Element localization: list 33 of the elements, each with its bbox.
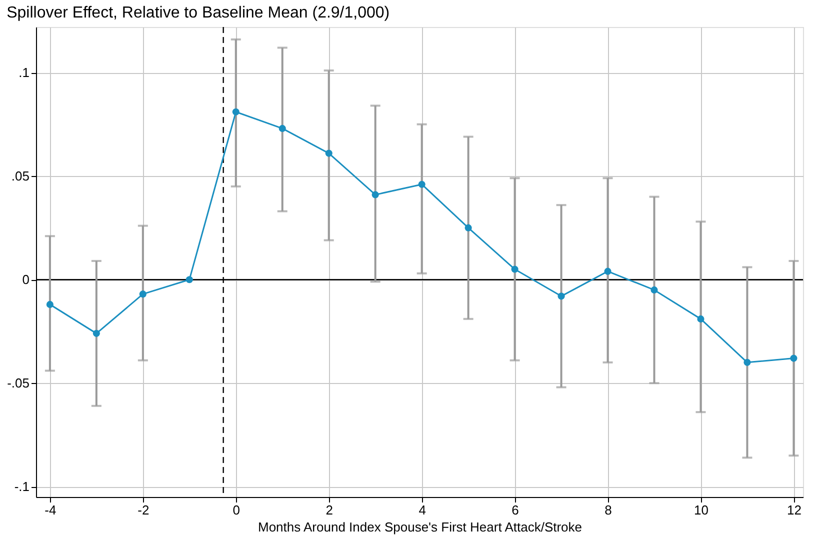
point [744, 358, 751, 366]
point [511, 266, 518, 273]
x-tick-label: 4 [418, 502, 426, 518]
point [232, 108, 240, 116]
y-tick-label: -.1 [14, 479, 30, 494]
point [650, 286, 658, 294]
chart-title: Spillover Effect, Relative to Baseline Mean (2.9/1,000) [6, 4, 390, 22]
point [418, 180, 426, 188]
point [46, 300, 54, 308]
x-tick-label: 8 [604, 502, 612, 518]
x-tick-label: -4 [44, 502, 56, 518]
x-tick-label: 6 [512, 502, 519, 518]
point [604, 268, 612, 275]
y-tick-label: 0 [22, 272, 30, 288]
point [92, 330, 100, 337]
point [464, 224, 472, 232]
point [372, 191, 379, 198]
y-tick-label: .1 [18, 65, 30, 80]
point [325, 150, 332, 157]
point [790, 354, 798, 362]
point [186, 276, 193, 284]
y-tick-label: -.05 [7, 376, 30, 391]
point [139, 290, 146, 298]
y-tick-label: .05 [11, 168, 30, 184]
x-tick-label: 12 [786, 502, 802, 518]
point [558, 292, 565, 300]
point [697, 315, 704, 322]
x-axis-title: Months Around Index Spouse's First Heart Attack/Stroke [258, 520, 582, 534]
x-tick-label: 2 [326, 502, 333, 518]
point [278, 124, 286, 132]
x-tick-label: 0 [232, 502, 240, 518]
x-tick-label: -2 [138, 502, 150, 518]
x-tick-label: 10 [694, 502, 708, 518]
